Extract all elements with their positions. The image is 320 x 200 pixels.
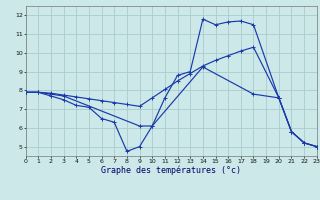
X-axis label: Graphe des températures (°c): Graphe des températures (°c): [101, 166, 241, 175]
